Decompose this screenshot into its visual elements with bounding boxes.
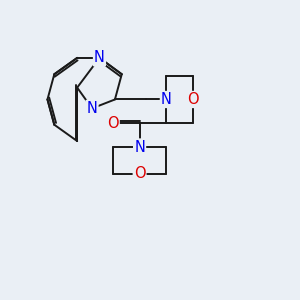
Text: N: N [134, 140, 145, 154]
Text: N: N [87, 101, 98, 116]
Text: O: O [134, 166, 146, 181]
Text: N: N [161, 92, 172, 107]
Text: O: O [107, 116, 119, 131]
Text: N: N [94, 50, 105, 65]
Text: O: O [187, 92, 199, 107]
